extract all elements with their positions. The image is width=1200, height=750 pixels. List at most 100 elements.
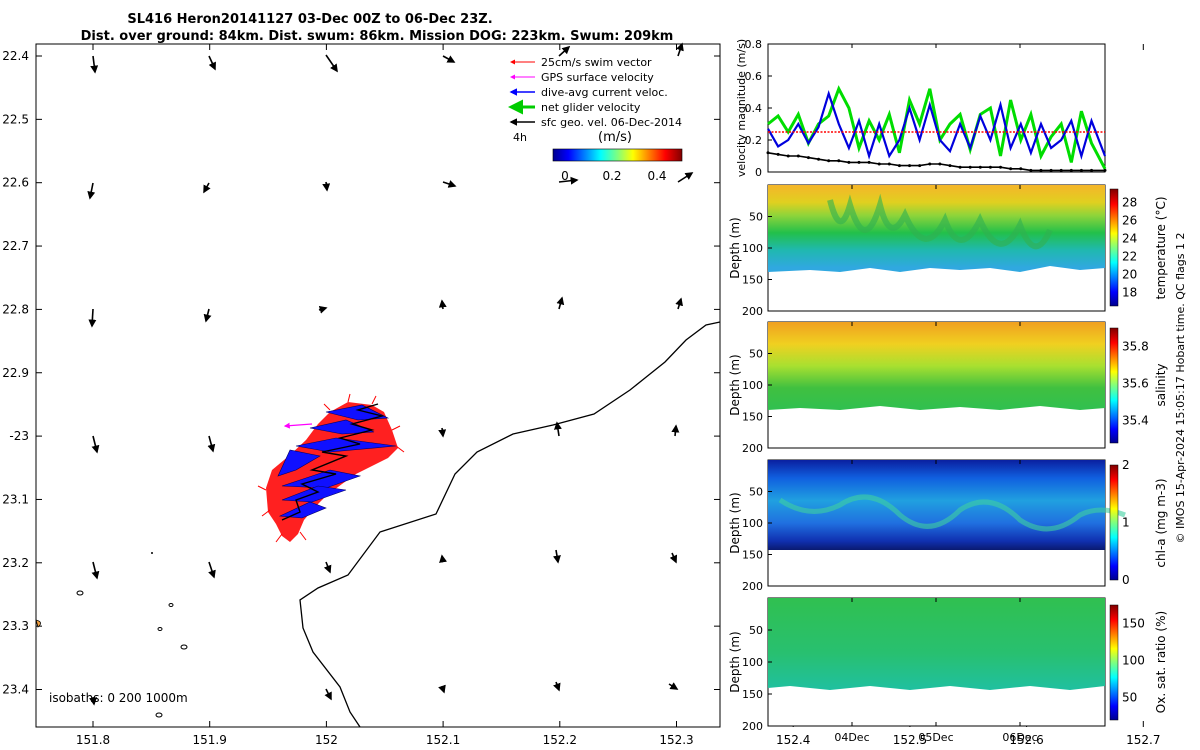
salinity-panel [767,321,1119,449]
geo-arrow [438,299,447,310]
salinity-colorbar [1109,327,1119,444]
map-y-tick-label: 22.7 [2,239,29,253]
velocity-point [1019,167,1023,171]
colorbar-label: chl-a (mg m-3) [1154,478,1168,567]
chla-panel [767,459,1126,587]
colorbar-tick-label: 0 [1122,573,1130,587]
swim-vector [391,425,401,431]
geo-arrow [556,296,565,310]
geo-arrow [325,54,338,73]
velocity-point [786,154,790,158]
geo-arrow [676,42,684,57]
velocity-series-line [767,152,1105,172]
colorbar-tick-label: 28 [1122,196,1137,210]
map-colorbar-tick-label: 0.2 [602,169,621,183]
geo-arrow [318,305,328,314]
map-x-tick-label: 152.6 [1009,733,1043,747]
colorbar-tick-label: 35.4 [1122,414,1149,428]
geo-arrow [203,182,211,194]
map-panel: 151.8 151.9 152 152.1 152.2 152.3 152.4 152.5 15… [2,42,1160,747]
velocity-point [908,164,912,168]
legend-label: 25cm/s swim vector [541,56,652,69]
colorbar-label: salinity [1154,363,1168,406]
velocity-point [806,156,810,160]
map-legend: 25cm/s swim vector GPS surface velocity di… [508,56,682,129]
colorbar-tick-label: 1 [1122,516,1130,530]
colorbar-tick-label: 100 [1122,654,1145,668]
map-y-tick-label: -23 [9,429,29,443]
title-line-2: Dist. over ground: 84km. Dist. swum: 86k… [81,29,674,44]
velocity-series-line [767,89,1107,160]
velocity-point [948,164,952,168]
legend-label: net glider velocity [541,101,641,114]
depth-tick-label: 200 [742,720,763,733]
swim-vector [395,445,405,453]
map-y-tick-label: 22.6 [2,176,29,190]
geo-arrow [322,181,331,192]
velocity-point [1090,168,1094,172]
colorbar-tick-label: 2 [1122,458,1130,472]
depth-axis-label: Depth (m) [728,492,742,553]
velocity-point [1059,168,1063,172]
velocity-point [1079,168,1083,172]
velocity-point [918,164,922,168]
velocity-point [837,159,841,163]
velocity-point [1009,167,1013,171]
reef-outline [180,644,188,650]
depth-axis-label: Depth (m) [728,217,742,278]
velocity-point [817,157,821,161]
velocity-point [928,162,932,166]
temperature-colorbar [1109,188,1119,307]
depth-tick-label: 150 [742,688,763,701]
chla-maximum-layer [778,494,1126,532]
map-y-tick-label: 23.1 [2,492,29,506]
map-y-tick-label: 23.3 [2,619,29,633]
velocity-point [988,165,992,169]
velocity-point [999,165,1003,169]
depth-tick-label: 150 [742,549,763,562]
legend-label: dive-avg current veloc. [541,86,668,99]
legend-label: GPS surface velocity [541,71,654,84]
time-tick-label: 05Dec [918,731,953,744]
map-y-tick-label: 22.4 [2,49,29,63]
depth-tick-label: 150 [742,274,763,287]
velocity-point [1029,168,1033,172]
map-colorbar-tick-label: 0 [561,169,569,183]
colorbar-unit: (m/s) [598,130,632,145]
swim-vector [299,531,307,541]
title-line-1: SL416 Heron20141127 03-Dec 00Z to 06-Dec… [127,12,492,27]
chla-field [768,460,1105,550]
colorbar-tick-label: 18 [1122,286,1137,300]
map-y-tick-label: 22.5 [2,112,29,126]
time-axis-ticks: 04Dec 05Dec 06Dec [834,44,1038,744]
map-x-tick-label: 152 [315,733,338,747]
reef-outline [76,590,84,596]
geo-arrow [554,421,562,437]
velocity-point [867,160,871,164]
map-colorbar-tick-label: 0.4 [647,169,666,183]
geo-arrow [677,172,694,183]
colorbar-label: temperature (°C) [1154,197,1168,300]
velocity-point [978,165,982,169]
colorbar-tick-label: 26 [1122,214,1137,228]
velocity-point [877,162,881,166]
map-x-ticks: 151.8 151.9 152 152.1 152.2 152.3 152.4 152.5 15… [76,44,1160,747]
geo-arrow [88,308,97,328]
geo-arrow [208,561,216,579]
isobaths-label: isobaths: 0 200 1000m [49,691,188,705]
depth-tick-label: 100 [742,517,763,530]
colorbar-label: Ox. sat. ratio (%) [1154,611,1168,713]
map-x-tick-label: 151.9 [193,733,227,747]
geo-arrow [669,552,678,564]
geo-arrow [675,297,683,310]
velocity-point [1049,168,1053,172]
colorbar-tick-label: 35.6 [1122,377,1149,391]
velocity-point [958,165,962,169]
colorbar-tick-label: 24 [1122,232,1137,246]
velocity-series [766,85,1107,172]
depth-tick-label: 200 [742,305,763,318]
colorbar-tick-label: 50 [1122,691,1137,705]
velocity-y-tick-label: 0.8 [745,38,763,51]
colorbar-tick-label: 20 [1122,268,1137,282]
